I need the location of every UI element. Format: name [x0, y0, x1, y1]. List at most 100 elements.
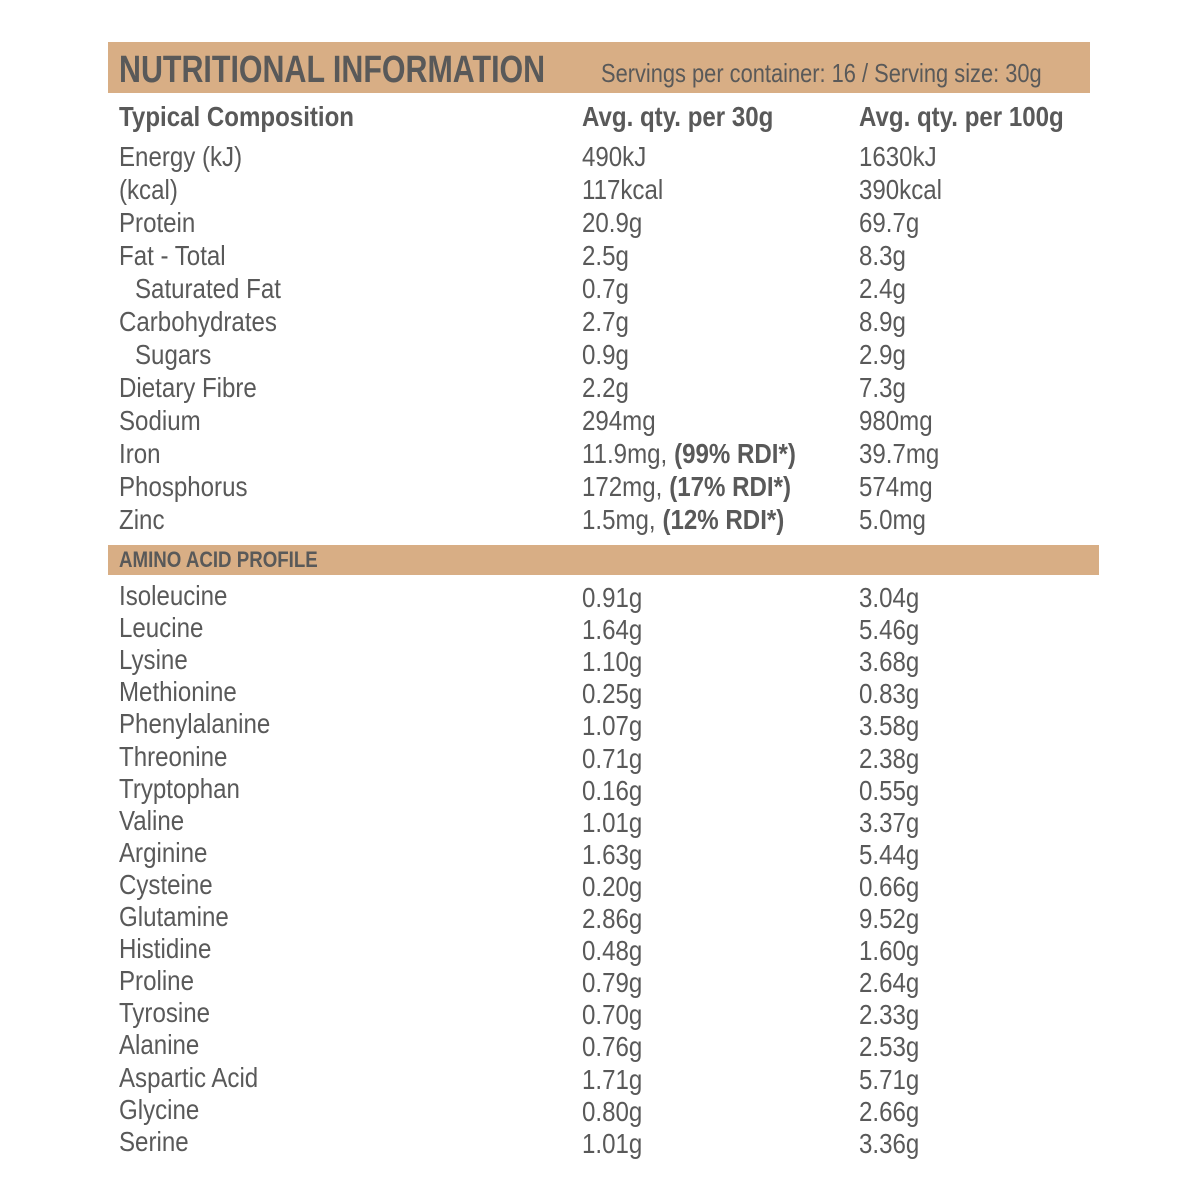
value-100g: 2.53g — [859, 1031, 920, 1063]
value-30g: 0.80g — [582, 1095, 643, 1127]
amino-label: Phenylalanine — [119, 708, 271, 740]
row-label: Phosphorus — [119, 471, 248, 502]
amino-label: Glycine — [119, 1093, 200, 1125]
amino-label: Leucine — [119, 612, 204, 644]
rdi: (99% RDI*) — [674, 438, 796, 469]
value-30g: 2.5g — [582, 240, 629, 271]
value-100g: 3.37g — [859, 806, 920, 838]
value-100g: 2.9g — [859, 339, 906, 370]
amino-label: Aspartic Acid — [119, 1061, 259, 1093]
value-100g: 8.3g — [859, 240, 906, 271]
title: NUTRITIONAL INFORMATION — [119, 49, 546, 91]
amino-label: Lysine — [119, 644, 188, 676]
value-100g: 2.4g — [859, 273, 906, 304]
row-label: Fat - Total — [119, 240, 226, 271]
rdi: (17% RDI*) — [669, 471, 791, 502]
value-100g: 5.46g — [859, 614, 920, 646]
row-label: (kcal) — [119, 174, 178, 205]
value-100g: 2.38g — [859, 742, 920, 774]
row-label: Sodium — [119, 405, 201, 436]
value-100g: 8.9g — [859, 306, 906, 337]
value-30g: 1.01g — [582, 806, 643, 838]
value-30g: 0.79g — [582, 967, 643, 999]
value-100g: 9.52g — [859, 903, 920, 934]
value-100g: 390kcal — [859, 174, 943, 205]
value-100g: 1.60g — [859, 935, 920, 967]
value-100g: 2.33g — [859, 999, 920, 1031]
value-100g: 2.64g — [859, 967, 920, 999]
amino-bar — [108, 545, 1099, 575]
row-label: Saturated Fat — [135, 273, 281, 304]
amino-label: Arginine — [119, 836, 208, 868]
amino-label: Methionine — [119, 676, 237, 708]
value-30g: 294mg — [582, 405, 656, 436]
row-label: Dietary Fibre — [119, 372, 257, 403]
value-30g: 490kJ — [582, 141, 647, 172]
value-30g: 2.2g — [582, 372, 629, 403]
subtitle: Servings per container: 16 / Serving siz… — [601, 58, 1042, 88]
row-label: Carbohydrates — [119, 306, 277, 337]
value-100g: 0.66g — [859, 870, 920, 902]
value-30g: 11.9mg, (99% RDI*) — [582, 438, 796, 469]
amino-label: Tyrosine — [119, 997, 211, 1029]
amino-label: Serine — [119, 1125, 189, 1157]
value-100g: 3.58g — [859, 710, 920, 742]
header-bar — [108, 42, 1090, 93]
value-30g: 2.86g — [582, 903, 643, 934]
amino-label: Histidine — [119, 933, 212, 965]
value-100g: 3.36g — [859, 1127, 920, 1159]
value-30g: 0.48g — [582, 935, 643, 967]
row-label: Energy (kJ) — [119, 141, 243, 172]
value-30g: 1.5mg, (12% RDI*) — [582, 504, 785, 535]
row-label: Sugars — [135, 339, 212, 370]
value-100g: 3.68g — [859, 646, 920, 678]
row-label: Iron — [119, 438, 161, 469]
row-label: Zinc — [119, 504, 165, 535]
value-30g: 2.7g — [582, 306, 629, 337]
amino-label: Proline — [119, 965, 194, 997]
value-100g: 39.7mg — [859, 438, 940, 469]
amino-label: Isoleucine — [119, 580, 228, 611]
value-100g: 3.04g — [859, 582, 920, 613]
value-100g: 5.0mg — [859, 504, 926, 535]
amino-title: AMINO ACID PROFILE — [119, 547, 318, 572]
value-100g: 7.3g — [859, 372, 906, 403]
value-30g: 1.71g — [582, 1063, 643, 1095]
value-100g: 5.71g — [859, 1063, 920, 1095]
value-30g: 1.01g — [582, 1127, 643, 1159]
value-30g: 0.7g — [582, 273, 629, 304]
value-30g: 0.16g — [582, 774, 643, 806]
value-30g: 0.76g — [582, 1031, 643, 1063]
row-label: Protein — [119, 207, 196, 238]
column-header: Typical Composition — [119, 101, 355, 132]
amino-label: Glutamine — [119, 901, 229, 932]
value-30g: 1.63g — [582, 838, 643, 870]
amino-label: Threonine — [119, 740, 228, 772]
value-100g: 2.66g — [859, 1095, 920, 1127]
value-30g: 20.9g — [582, 207, 643, 238]
value-100g: 69.7g — [859, 207, 920, 238]
rdi: (12% RDI*) — [662, 504, 785, 535]
value-30g: 117kcal — [582, 174, 664, 205]
value-30g: 0.20g — [582, 870, 643, 902]
value-30g: 1.07g — [582, 710, 643, 742]
value-30g: 0.91g — [582, 582, 643, 613]
column-header: Avg. qty. per 100g — [859, 101, 1064, 132]
amino-label: Alanine — [119, 1029, 200, 1061]
value-100g: 574mg — [859, 471, 933, 502]
value-30g: 0.71g — [582, 742, 643, 774]
value-30g: 172mg, (17% RDI*) — [582, 471, 791, 502]
value-30g: 1.10g — [582, 646, 643, 678]
amino-label: Valine — [119, 804, 185, 836]
value-30g: 0.70g — [582, 999, 643, 1031]
value-100g: 980mg — [859, 405, 933, 436]
amino-label: Tryptophan — [119, 772, 240, 804]
amino-label: Cysteine — [119, 868, 213, 900]
value-100g: 1630kJ — [859, 141, 937, 172]
value-100g: 0.83g — [859, 678, 920, 710]
value-100g: 0.55g — [859, 774, 920, 806]
value-30g: 0.25g — [582, 678, 643, 710]
value-100g: 5.44g — [859, 838, 920, 870]
value-30g: 1.64g — [582, 614, 643, 646]
